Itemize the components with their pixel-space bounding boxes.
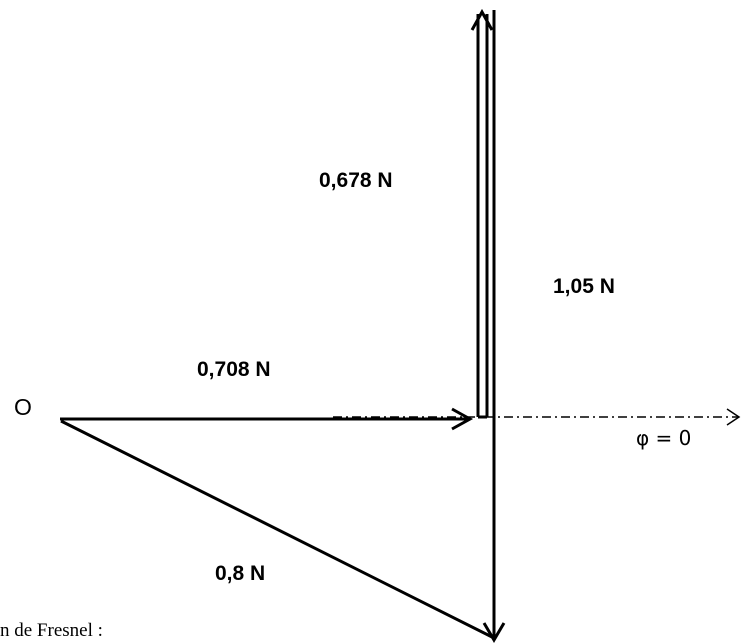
vector-result [60,419,493,639]
result-vector-label: 0,8 N [215,562,266,585]
origin-label: O [14,394,32,420]
vector-0678-arrowhead [470,8,494,31]
phase-axis-arrowhead [726,408,741,426]
vector-0678-label: 0,678 N [319,169,393,192]
caption-text: n de Fresnel : [0,620,103,641]
vector-0708-label: 0,708 N [197,358,271,381]
vector-105-arrowhead [482,622,506,643]
vector-0708-arrowhead [451,407,474,431]
phase-reference-label: φ = 0 [636,426,692,450]
vector-105-label: 1,05 N [553,275,615,298]
